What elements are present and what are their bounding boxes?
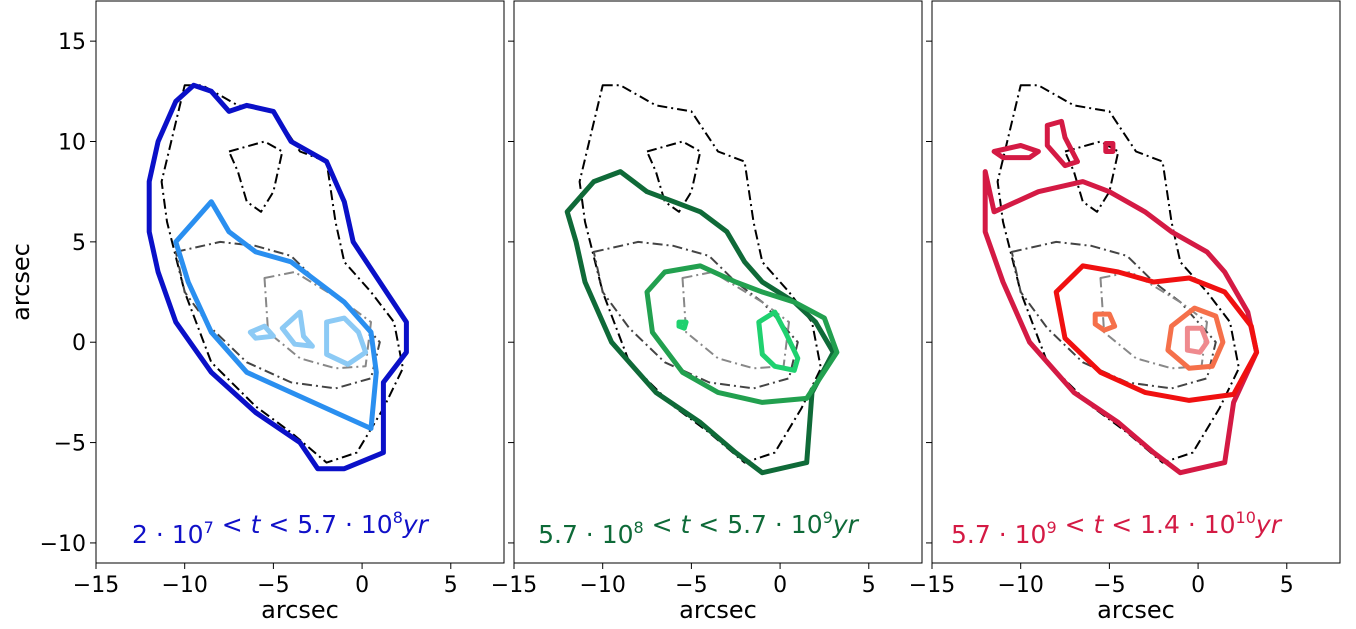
x-axis-label: arcsec — [261, 596, 339, 624]
contour-north-1 — [1044, 118, 1080, 169]
reference-contour-2 — [228, 140, 284, 213]
x-tick-label: −10 — [579, 573, 625, 598]
axes-frame — [931, 0, 1341, 564]
contour-mid — [644, 263, 840, 405]
x-tick-label: −15 — [491, 573, 537, 598]
panel-3: −15 −10 −5 0 5 arcsec 5.7 · 109 < t < 1.4 · 10… — [909, 0, 1341, 624]
reference-contour-4 — [1099, 271, 1208, 370]
reference-contour-3 — [1010, 240, 1217, 390]
y-tick-label: 0 — [72, 331, 86, 356]
panel-1: −15 −10 −5 0 5 −10 −5 0 5 10 15 arcsec arcsec 2 · 107… — [7, 0, 505, 624]
axes-frame — [513, 0, 923, 564]
contour-mid — [1053, 263, 1260, 403]
age-range-label: 5.7 · 108 < t < 5.7 · 109yr — [538, 508, 860, 549]
contour-outer — [146, 82, 409, 472]
contour-blob — [1092, 311, 1118, 333]
x-tick-label: −10 — [161, 573, 207, 598]
y-tick-label: −5 — [54, 432, 86, 457]
x-axis-label: arcsec — [1097, 596, 1175, 624]
age-range-label: 5.7 · 109 < t < 1.4 · 1010yr — [951, 508, 1283, 549]
contour-inner — [756, 309, 801, 373]
contour-inner — [1165, 305, 1226, 371]
contour-north-2 — [991, 143, 1041, 161]
contour-north-3 — [1103, 141, 1116, 154]
x-tick-label: −15 — [73, 573, 119, 598]
x-tick-label: 5 — [444, 573, 458, 598]
x-tick-label: −5 — [675, 573, 707, 598]
contour-inner-1 — [324, 315, 369, 367]
contour-outer — [564, 169, 836, 476]
panel-2: −15 −10 −5 0 5 arcsec 5.7 · 108 < t < 5.7 · 10… — [491, 0, 923, 624]
x-tick-label: −5 — [257, 573, 289, 598]
y-axis-label: arcsec — [7, 243, 35, 321]
reference-contour-3 — [592, 240, 799, 390]
reference-contour-1 — [996, 84, 1240, 464]
reference-contour-2 — [646, 140, 702, 213]
x-tick-label: −15 — [909, 573, 955, 598]
x-tick-label: 0 — [355, 573, 369, 598]
contour-dot — [676, 319, 689, 331]
x-tick-label: −5 — [1093, 573, 1125, 598]
x-tick-label: 0 — [773, 573, 787, 598]
x-tick-label: 5 — [1280, 573, 1294, 598]
x-tick-label: 0 — [1191, 573, 1205, 598]
axes-frame — [95, 0, 505, 564]
y-tick-label: −10 — [40, 532, 86, 557]
y-tick-label: 5 — [72, 231, 86, 256]
reference-contour-1 — [160, 84, 404, 464]
contour-core — [1184, 325, 1210, 355]
x-tick-label: 5 — [862, 573, 876, 598]
reference-contour-1 — [578, 84, 822, 464]
x-tick-label: −10 — [997, 573, 1043, 598]
contour-inner-2 — [279, 309, 315, 349]
age-range-label: 2 · 107 < t < 5.7 · 108yr — [132, 508, 430, 549]
contour-inner-3 — [247, 323, 276, 341]
x-axis-label: arcsec — [679, 596, 757, 624]
reference-contour-4 — [263, 271, 372, 370]
y-tick-label: 15 — [58, 30, 86, 55]
y-tick-label: 10 — [58, 131, 86, 156]
contour-mid — [173, 199, 379, 431]
